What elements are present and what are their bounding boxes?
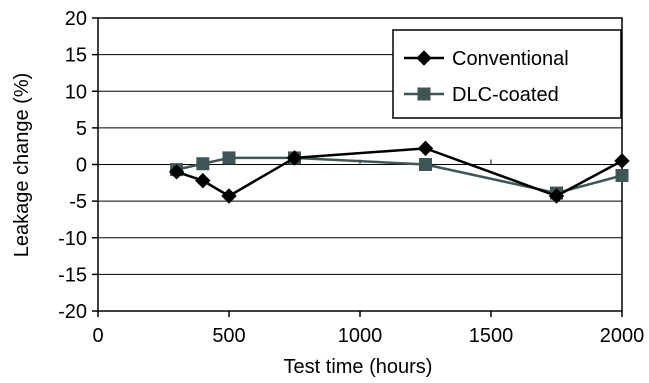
y-tick-label: -5 [69, 191, 87, 213]
x-tick-label: 500 [212, 325, 245, 347]
diamond-data-point [221, 188, 237, 204]
x-tick-label: 1000 [338, 325, 383, 347]
diamond-data-point [168, 164, 185, 180]
y-tick-label: 0 [76, 155, 87, 177]
y-tick-label: 15 [65, 45, 87, 67]
axis-labels: Test time (hours) Leakage change (%) [11, 73, 432, 378]
legend-items: Conventional DLC-coated [404, 48, 569, 106]
y-tick-label: 5 [76, 118, 87, 140]
y-tick-label: -20 [58, 301, 87, 323]
legend-label: Conventional [452, 48, 569, 70]
square-data-point [615, 168, 629, 182]
x-tick-label: 0 [92, 325, 103, 347]
gridlines [98, 54, 622, 275]
y-tick-label: -15 [58, 264, 87, 286]
legend-box [392, 29, 622, 119]
series-conventional [168, 140, 630, 204]
square-data-point [196, 157, 210, 171]
diamond-data-point [548, 188, 565, 204]
legend-entry: Conventional [404, 48, 569, 70]
legend: Conventional DLC-coated [392, 29, 622, 119]
diamond-data-point [286, 150, 303, 166]
x-tick-label: 1500 [469, 325, 514, 347]
legend-square-marker [417, 87, 431, 101]
y-axis-title: Leakage change (%) [11, 73, 33, 258]
series-layer [168, 140, 630, 204]
legend-diamond-marker [416, 50, 432, 66]
y-tick-label: 10 [65, 81, 87, 103]
square-data-point [222, 151, 236, 165]
square-data-point [419, 158, 432, 171]
legend-label: DLC-coated [452, 84, 559, 106]
legend-entry: DLC-coated [404, 84, 559, 106]
diamond-data-point [195, 172, 211, 189]
y-tick-label: -10 [58, 228, 87, 250]
x-axis-title: Test time (hours) [284, 356, 433, 378]
diamond-data-point [417, 140, 434, 157]
y-tick-label: 20 [65, 8, 87, 30]
diamond-data-point [614, 153, 630, 169]
x-tick-label: 2000 [600, 325, 645, 347]
